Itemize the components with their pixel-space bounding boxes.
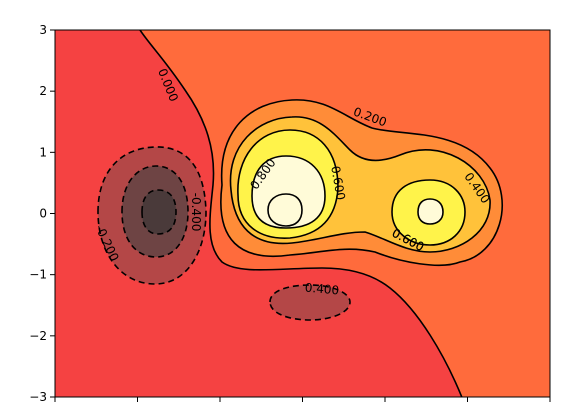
y-tick-label: −3 <box>29 390 47 404</box>
contour-label-group: -0.400 <box>189 193 203 232</box>
contour-label-group: 0.400 <box>304 281 339 298</box>
contour-label: 0.400 <box>304 281 339 298</box>
y-tick-label: 3 <box>39 23 47 37</box>
contour-label-group: 0.600 <box>328 165 348 201</box>
contour-line-0.000 <box>139 30 463 397</box>
y-tick-label: 1 <box>39 145 47 159</box>
contour-line-0.400 <box>229 116 491 253</box>
contour-line-0.200 <box>220 99 504 267</box>
fill-region-above-1.0-right <box>418 199 443 224</box>
fill-region-below-neg-0.4 <box>142 190 176 234</box>
contour-line-neg-0.600 <box>141 189 177 235</box>
contour-label: -0.400 <box>189 193 203 232</box>
axes-layer: 3 2 1 0 −1 −2 −3 <box>29 23 551 404</box>
y-tick-label: −2 <box>29 329 47 343</box>
contour-line-0.800-left <box>251 155 326 229</box>
contour-line-0.800-right <box>417 198 444 225</box>
contour-line-neg-0.400 <box>121 165 189 258</box>
contour-line-0.600-right <box>391 179 466 246</box>
contour-line-neg-0.200-bottom <box>269 284 351 321</box>
fill-region-above-1.0-left <box>252 156 325 228</box>
contour-line-neg-0.200-left <box>97 146 207 285</box>
contour-label: 0.600 <box>328 165 348 201</box>
fill-region-neg-0.2-to-0-bottom <box>270 285 350 320</box>
y-tick-label: 0 <box>39 207 47 221</box>
y-tick-label: 2 <box>39 84 47 98</box>
y-tick-label: −1 <box>29 268 47 282</box>
contour-line-1.000-left <box>267 193 303 227</box>
contour-line-0.600-left <box>237 129 339 239</box>
